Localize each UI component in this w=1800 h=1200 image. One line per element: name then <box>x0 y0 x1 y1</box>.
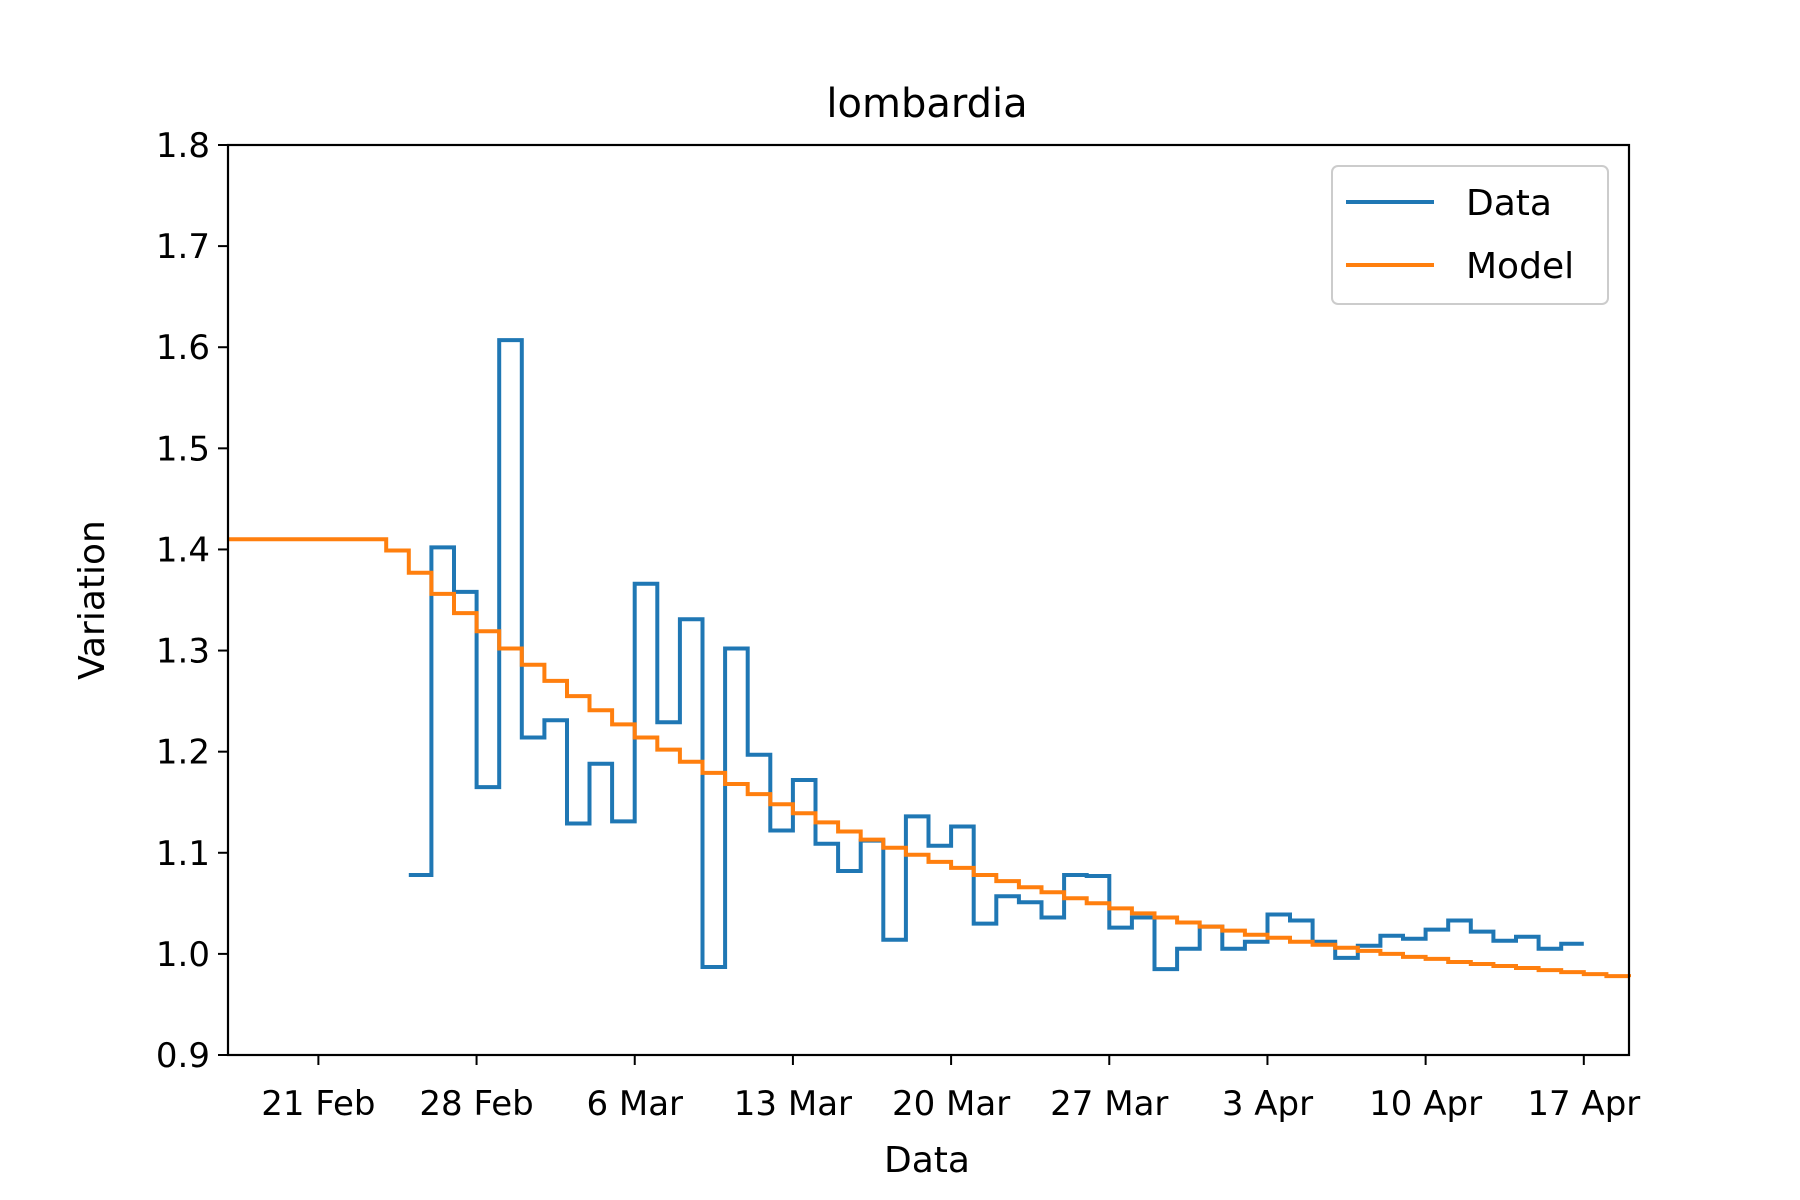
x-tick-label: 10 Apr <box>1369 1084 1482 1124</box>
x-tick-label: 13 Mar <box>734 1084 852 1124</box>
y-tick-label: 1.5 <box>156 429 210 469</box>
x-tick-label: 27 Mar <box>1050 1084 1168 1124</box>
y-tick-label: 1.4 <box>156 530 210 570</box>
legend-data-label: Data <box>1466 183 1552 224</box>
legend-model-label: Model <box>1466 246 1574 287</box>
y-tick-label: 0.9 <box>156 1036 210 1076</box>
y-tick-label: 1.6 <box>156 328 210 368</box>
series-data-line <box>408 338 1584 972</box>
y-tick-label: 1.8 <box>156 126 210 166</box>
x-tick-label: 28 Feb <box>419 1084 533 1124</box>
axes-frame <box>226 143 1631 1057</box>
x-tick-label: 6 Mar <box>586 1084 683 1124</box>
y-tick-label: 1.0 <box>156 935 210 975</box>
x-tick-label: 3 Apr <box>1222 1084 1313 1124</box>
y-tick-label: 1.1 <box>156 834 210 874</box>
x-axis-label: Data <box>884 1140 970 1181</box>
x-tick-label: 20 Mar <box>892 1084 1010 1124</box>
chart-title: lombardia <box>826 81 1027 127</box>
x-tick-label: 17 Apr <box>1527 1084 1640 1124</box>
y-axis-ticks: 0.9 1.0 1.1 1.2 1.3 1.4 1.5 1.6 1.7 1.8 <box>156 126 228 1076</box>
x-axis-ticks: 21 Feb 28 Feb 6 Mar 13 Mar 20 Mar 27 Mar 3 Apr… <box>261 1055 1640 1124</box>
plot-series <box>228 338 1631 979</box>
y-tick-label: 1.3 <box>156 632 210 672</box>
x-tick-label: 21 Feb <box>261 1084 375 1124</box>
y-tick-label: 1.7 <box>156 227 210 267</box>
series-model-line <box>228 537 1631 979</box>
legend: Data Model <box>1331 165 1609 305</box>
y-axis-label: Variation <box>72 520 113 680</box>
y-tick-label: 1.2 <box>156 733 210 773</box>
